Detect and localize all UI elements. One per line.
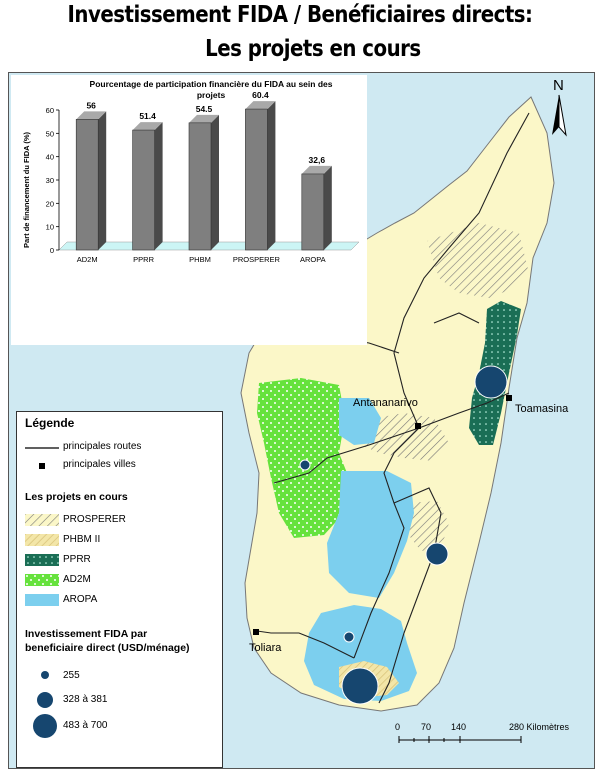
bubble-medium-icon <box>37 692 53 708</box>
aropa-zone-middle <box>327 471 414 598</box>
prosperer-zone-north <box>427 223 529 298</box>
chart-title-line1: Pourcentage de participation financière … <box>90 79 333 89</box>
legend-title: Légende <box>25 416 75 430</box>
x-tick-label: PPRR <box>133 255 154 264</box>
scale-tick-70: 70 <box>421 722 432 732</box>
city-label-toamasina: Toamasina <box>515 403 569 415</box>
y-tick-label: 50 <box>46 129 54 138</box>
city-label-antananarivo: Antananarivo <box>353 397 418 409</box>
investment-bubble-small-west <box>299 459 311 471</box>
aropa-swatch-icon <box>25 594 59 606</box>
scale-tick-140: 140 <box>451 722 467 732</box>
investment-bubble-medium-east <box>425 542 449 566</box>
phbm-swatch-icon <box>25 534 59 546</box>
y-tick-label: 0 <box>50 246 54 255</box>
bar-value-label: 56 <box>86 100 96 110</box>
bar-phbm <box>188 122 212 251</box>
bar-chart: 0 10 20 30 40 50 60 Pourcentage de participatio… <box>22 79 360 264</box>
bar-top <box>245 101 276 110</box>
city-marker-toamasina <box>506 395 512 401</box>
scale-tick-280: 280 Kilomètres <box>509 722 570 732</box>
investment-bubble-large-south <box>341 667 379 705</box>
legend-roads-label: principales routes <box>63 441 142 452</box>
bar-ad2m <box>75 119 99 251</box>
bar-top <box>301 165 332 174</box>
city-marker-toliara <box>253 629 259 635</box>
bar-top <box>189 114 219 123</box>
map-canvas <box>240 94 567 743</box>
legend-investment-title-line2: beneficiaire direct (USD/ménage) <box>25 642 190 654</box>
bubble-large-icon <box>33 714 57 738</box>
legend-projects-title: Les projets en cours <box>25 491 128 503</box>
y-tick-label: 20 <box>46 199 54 208</box>
north-arrow-icon <box>552 94 567 137</box>
legend-panel: Légende principales routes principales v… <box>16 411 223 768</box>
bar-side <box>267 101 276 250</box>
bar-top <box>132 122 163 131</box>
legend-project-pprr: PPRR <box>63 554 91 565</box>
y-tick-label: 40 <box>46 153 54 162</box>
bar-value-label: 32,6 <box>309 155 326 165</box>
y-tick-label: 60 <box>46 106 54 115</box>
legend-project-ad2m: AD2M <box>63 574 91 585</box>
bar-value-label: 60.4 <box>252 90 269 100</box>
aropa-zone-center <box>339 398 381 445</box>
ad2m-swatch-icon <box>25 574 59 586</box>
bar-chart-panel: 0 10 20 30 40 50 60 Pourcentage de participatio… <box>11 75 367 345</box>
legend-cities-label: principales villes <box>63 459 136 470</box>
bar-side <box>154 122 163 250</box>
x-tick-label: PHBM <box>189 255 211 264</box>
y-tick-label: 10 <box>46 223 54 232</box>
main-roads <box>256 112 530 704</box>
legend-project-aropa: AROPA <box>63 594 98 605</box>
prosperer-swatch-icon <box>25 514 59 526</box>
page-title-line1: Investissement FIDA / Benéficiaires dire… <box>67 2 533 28</box>
bar-top <box>76 111 107 120</box>
road-symbol-icon <box>25 447 59 449</box>
scale-bar <box>398 736 522 743</box>
pprr-swatch-icon <box>25 554 59 566</box>
map-frame: N Antananarivo Toamasina Toliara 0 70 14… <box>8 72 595 769</box>
north-label: N <box>553 77 564 94</box>
bar-prosperer <box>245 108 268 251</box>
city-symbol-icon <box>39 463 45 469</box>
y-tick-label: 30 <box>46 176 54 185</box>
city-label-toliara: Toliara <box>249 642 282 654</box>
city-marker-antananarivo <box>415 423 421 429</box>
x-tick-label: PROSPERER <box>233 255 281 264</box>
legend-project-prosperer: PROSPERER <box>63 514 126 525</box>
x-tick-label: AROPA <box>300 255 326 264</box>
x-tick-label: AD2M <box>77 255 98 264</box>
chart-title-line2: projets <box>197 90 226 100</box>
page-title-line2: Les projets en cours <box>205 36 421 62</box>
bar-aropa <box>301 173 325 251</box>
bar-value-label: 51.4 <box>139 111 156 121</box>
bar-side <box>98 111 107 250</box>
bubble-small-icon <box>41 671 49 679</box>
bar-side <box>323 165 332 250</box>
bar-value-label: 54.5 <box>196 104 213 114</box>
prosperer-zone-south <box>407 501 449 551</box>
investment-bubble-small-south <box>343 631 355 643</box>
ad2m-zone <box>257 378 349 538</box>
y-axis-label: Part de financement du FIDA (%) <box>22 132 31 248</box>
bar-side <box>211 114 219 250</box>
legend-investment-class-3: 483 à 700 <box>63 720 108 731</box>
legend-project-phbm: PHBM II <box>63 534 101 545</box>
legend-investment-title-line1: Investissement FIDA par <box>25 628 148 640</box>
legend-investment-class-1: 255 <box>63 670 80 681</box>
bar-pprr <box>132 129 155 251</box>
investment-bubble-large-east <box>474 365 508 399</box>
legend-investment-class-2: 328 à 381 <box>63 694 108 705</box>
scale-tick-0: 0 <box>395 722 401 732</box>
